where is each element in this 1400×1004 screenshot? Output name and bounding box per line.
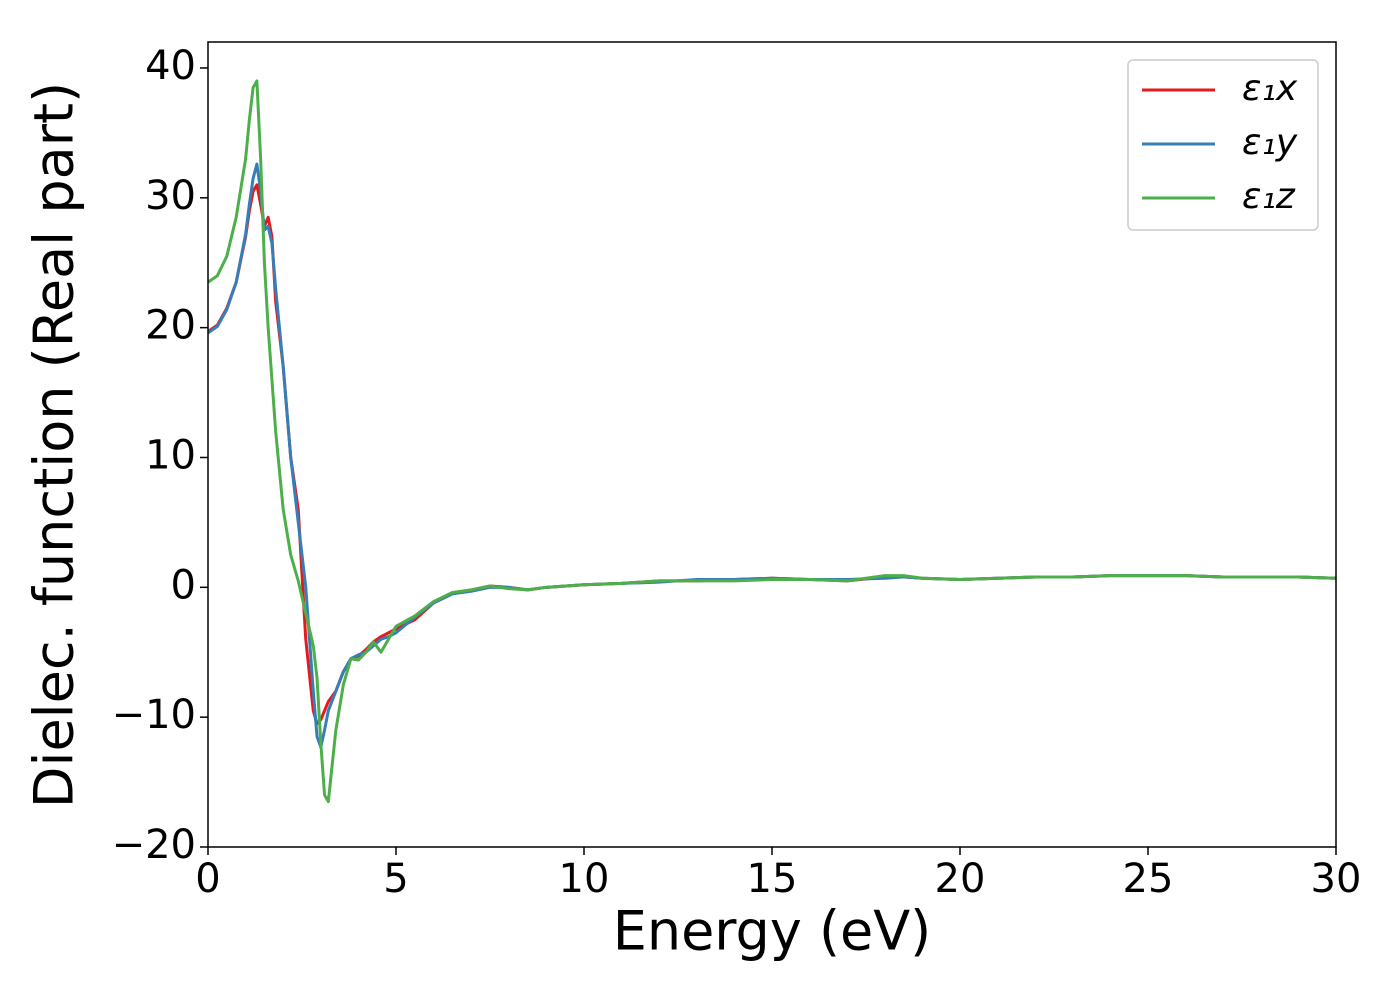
legend-label: ε₁x [1242,68,1298,109]
x-tick-label: 0 [195,856,220,902]
y-tick-label: 40 [145,43,196,89]
y-tick-label: 30 [145,173,196,219]
plot-frame [207,41,1337,848]
legend-label: ε₁y [1242,122,1298,163]
y-tick-label: −20 [112,822,196,868]
y-tick-label: 20 [145,303,196,349]
y-tick-label: 0 [171,562,196,608]
line-series [208,79,1336,804]
legend-box [1127,59,1319,231]
y-axis-label: Dielec. function (Real part) [23,82,86,808]
line-series [208,162,1336,749]
x-tick-label: 5 [383,856,408,902]
x-tick-label: 20 [935,856,986,902]
legend-label: ε₁z [1242,176,1296,217]
x-tick-label: 30 [1311,856,1362,902]
x-tick-label: 15 [747,856,798,902]
x-axis-label: Energy (eV) [613,900,932,963]
y-tick-label: 10 [145,432,196,478]
x-tick-label: 10 [559,856,610,902]
x-tick-label: 25 [1123,856,1174,902]
y-tick-label: −10 [112,692,196,738]
